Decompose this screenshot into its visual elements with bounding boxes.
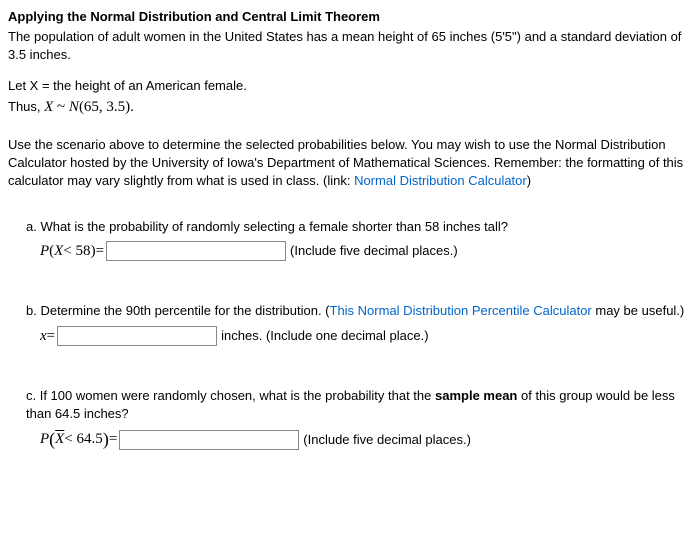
let-x-text: Let X = the height of an American female…	[8, 77, 689, 95]
thus-var: X	[44, 99, 53, 115]
thus-line: Thus, X ~ N(65, 3.5).	[8, 97, 689, 118]
qb-label2: may be useful.)	[592, 303, 685, 318]
qc-op: < 64.5	[64, 429, 102, 450]
question-c-answer-line: P(X < 64.5) = (Include five decimal plac…	[40, 427, 689, 452]
thus-prefix: Thus,	[8, 99, 44, 114]
instructions-text1: Use the scenario above to determine the …	[8, 137, 683, 188]
qa-op: < 58	[63, 241, 90, 262]
question-a-hint: (Include five decimal places.)	[290, 242, 458, 260]
question-b: b. Determine the 90th percentile for the…	[26, 302, 689, 347]
question-b-answer-line: x = inches. (Include one decimal place.)	[40, 326, 689, 347]
question-b-input[interactable]	[57, 326, 217, 346]
qa-p: P	[40, 241, 49, 262]
question-a-text: a. What is the probability of randomly s…	[26, 218, 689, 236]
question-a-input[interactable]	[106, 241, 286, 261]
qb-equals: =	[47, 326, 55, 347]
question-a-answer-line: P(X < 58) = (Include five decimal places…	[40, 241, 689, 262]
qc-p: P	[40, 429, 49, 450]
question-b-unit: inches. (Include one decimal place.)	[221, 327, 428, 345]
thus-tilde: ~	[53, 99, 69, 115]
instructions-text2: )	[527, 173, 531, 188]
question-c-text: c. If 100 women were randomly chosen, wh…	[26, 387, 689, 423]
instructions-block: Use the scenario above to determine the …	[8, 136, 689, 191]
qc-var: X	[55, 429, 64, 450]
question-b-text: b. Determine the 90th percentile for the…	[26, 302, 689, 320]
page-title: Applying the Normal Distribution and Cen…	[8, 8, 689, 26]
qa-var: X	[54, 241, 63, 262]
qc-equals: =	[109, 429, 117, 450]
thus-params: (65, 3.5).	[79, 99, 134, 115]
percentile-calculator-link[interactable]: This Normal Distribution Percentile Calc…	[330, 303, 592, 318]
qc-bold: sample mean	[435, 388, 517, 403]
intro-text: The population of adult women in the Uni…	[8, 28, 689, 64]
question-c-hint: (Include five decimal places.)	[303, 431, 471, 449]
thus-dist: N	[69, 99, 79, 115]
qa-equals: =	[96, 241, 104, 262]
qb-var: x	[40, 326, 47, 347]
qb-label1: b. Determine the 90th percentile for the…	[26, 303, 330, 318]
question-a: a. What is the probability of randomly s…	[26, 218, 689, 261]
qc-label1: c. If 100 women were randomly chosen, wh…	[26, 388, 435, 403]
question-c: c. If 100 women were randomly chosen, wh…	[26, 387, 689, 453]
calculator-link[interactable]: Normal Distribution Calculator	[354, 173, 527, 188]
question-c-input[interactable]	[119, 430, 299, 450]
